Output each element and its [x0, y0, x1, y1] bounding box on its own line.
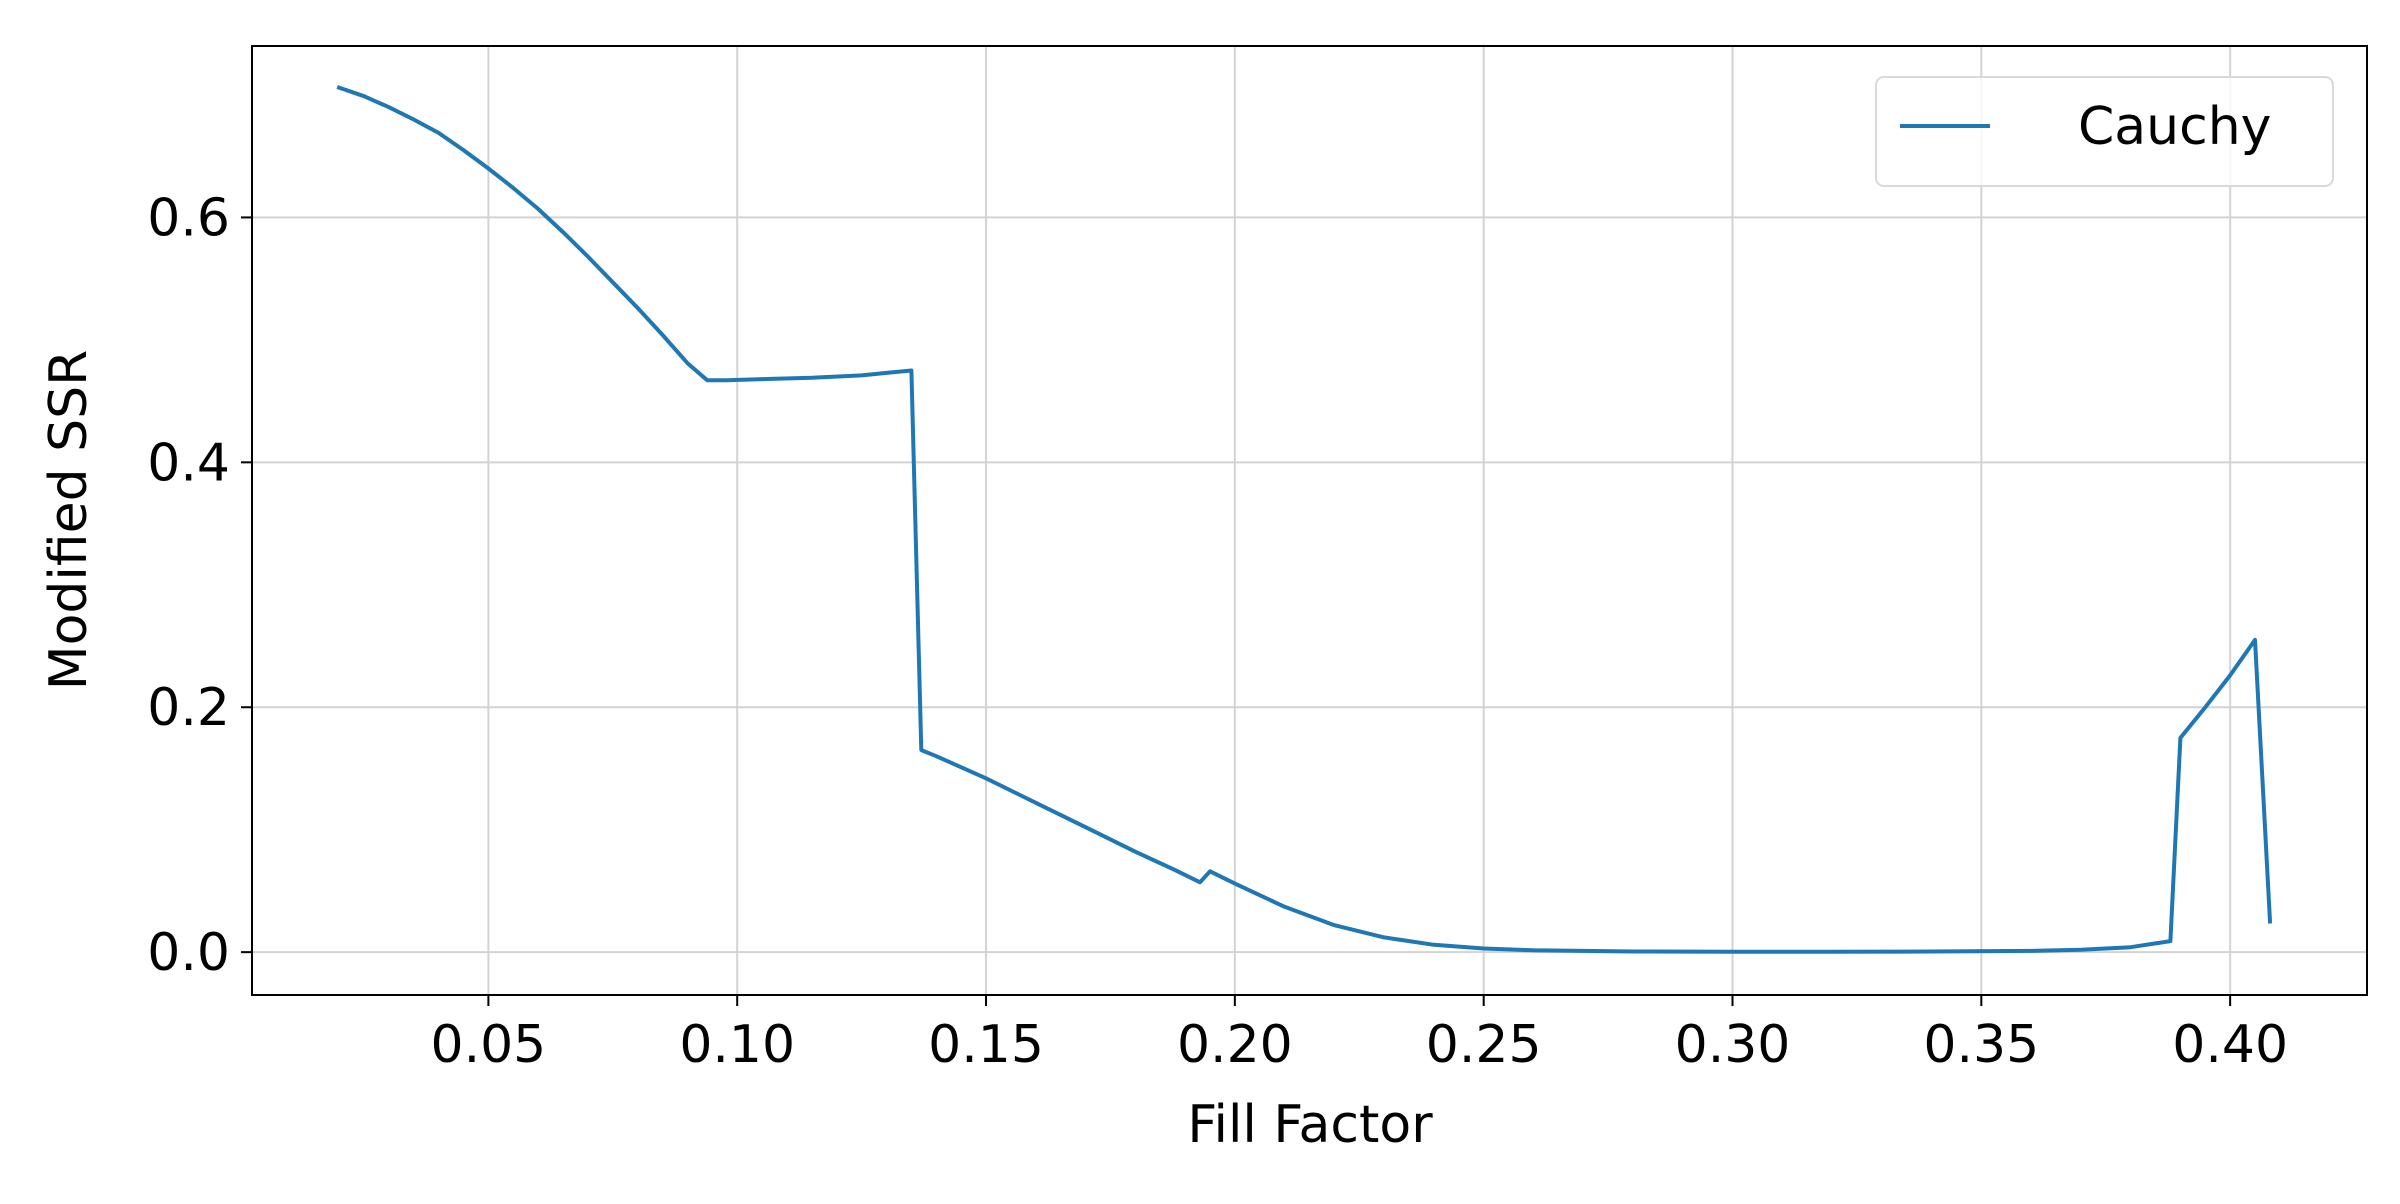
grid: [252, 46, 2367, 995]
series-line-cauchy: [336, 85, 2273, 954]
x-tick-label-0: 0.05: [430, 1015, 546, 1075]
x-tick-label-3: 0.20: [1177, 1015, 1293, 1075]
legend: Cauchy: [1875, 76, 2334, 187]
x-tick-label-1: 0.10: [679, 1015, 795, 1075]
plot-frame: [251, 45, 2368, 996]
x-tick-label-6: 0.35: [1923, 1015, 2039, 1075]
y-tick-label-2: 0.4: [147, 433, 230, 493]
y-axis-label: Modified SSR: [39, 350, 99, 691]
axis-ticks: 0.05 0.10 0.15 0.20 0.25 0.30 0.35 0.40 0.0 0.2 0.…: [147, 188, 2288, 1075]
x-tick-label-2: 0.15: [928, 1015, 1044, 1075]
x-axis-label: Fill Factor: [1187, 1095, 1433, 1155]
series-layer: [336, 85, 2273, 954]
y-tick-label-0: 0.0: [147, 923, 230, 983]
legend-label-cauchy: Cauchy: [2078, 97, 2271, 157]
y-tick-label-3: 0.6: [147, 188, 230, 248]
x-tick-label-4: 0.25: [1426, 1015, 1542, 1075]
y-tick-label-1: 0.2: [147, 678, 230, 738]
legend-box: [1875, 76, 2334, 187]
x-tick-label-5: 0.30: [1675, 1015, 1791, 1075]
x-tick-label-7: 0.40: [2172, 1015, 2288, 1075]
